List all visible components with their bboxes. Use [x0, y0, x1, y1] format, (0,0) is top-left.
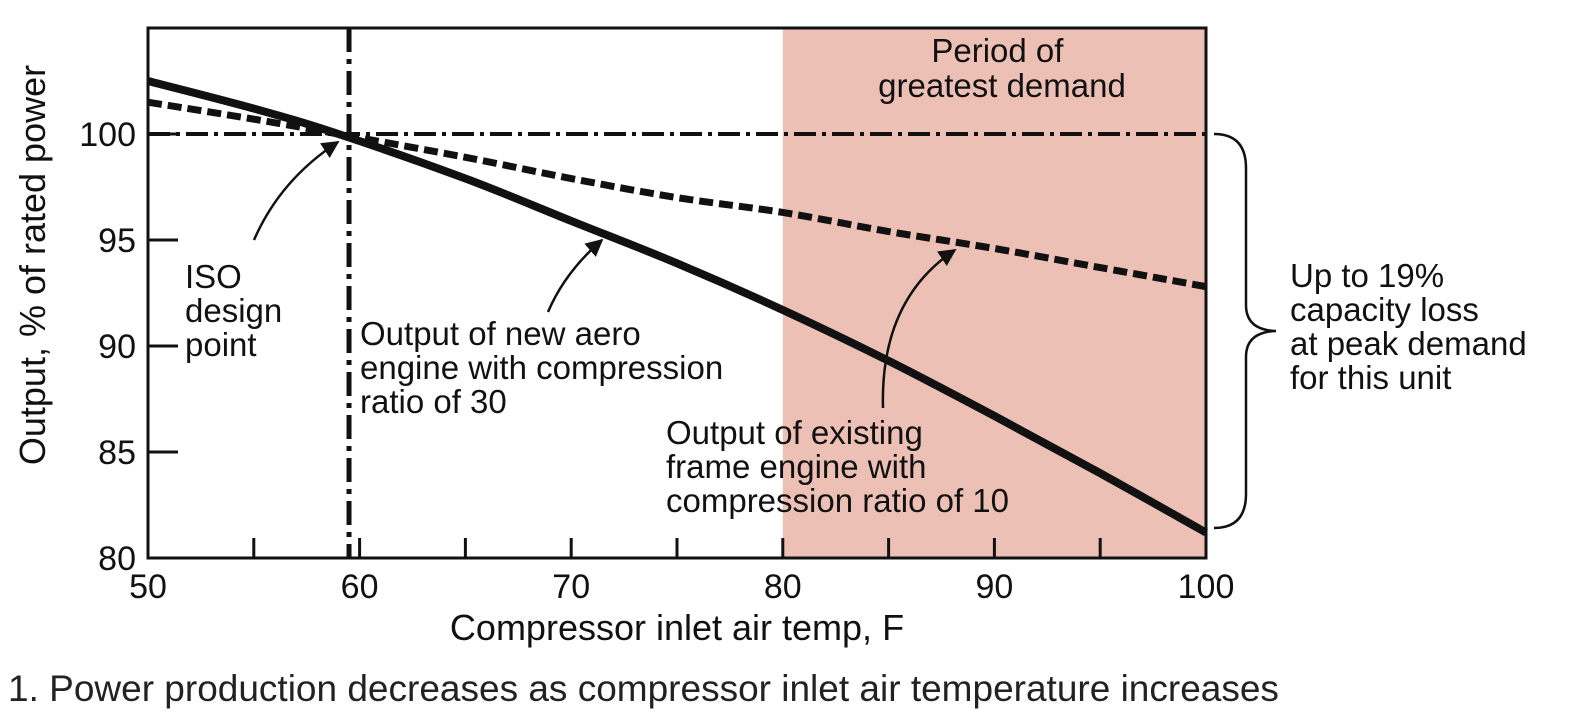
- series-line-aero-engine: [147, 98, 1207, 291]
- annotation-line: engine with compression: [360, 349, 723, 386]
- demand-period-band: [782, 28, 1206, 558]
- reference-lines: [148, 28, 1206, 558]
- capacity-loss-label: Up to 19% capacity loss at peak demand f…: [1290, 257, 1536, 396]
- x-axis: 50 60 70 80 90 100: [129, 538, 1234, 606]
- annotation-line: ISO: [185, 258, 242, 295]
- y-tick-label: 85: [98, 434, 136, 472]
- x-tick-label: 50: [129, 568, 167, 606]
- x-tick-label: 90: [975, 568, 1013, 606]
- y-tick-label: 95: [98, 222, 136, 260]
- annotation-line: at peak demand: [1290, 325, 1527, 362]
- x-tick-label: 60: [341, 568, 379, 606]
- iso-design-point-arrow: [252, 140, 340, 241]
- annotation-line: Output of new aero: [360, 315, 641, 352]
- demand-period-label: Period of greatest demand: [878, 32, 1126, 104]
- chart: 50 60 70 80 90 100 80 85 90 95 100 Compressor inl…: [12, 26, 1536, 648]
- annotation-line: Up to 19%: [1290, 257, 1444, 294]
- figure-caption: 1. Power production decreases as compres…: [8, 668, 1279, 709]
- x-axis-label: Compressor inlet air temp, F: [450, 607, 904, 648]
- annotation-line: design: [185, 292, 282, 329]
- series-layer: [146, 77, 1208, 537]
- y-axis-label: Output, % of rated power: [12, 65, 53, 465]
- y-axis: 80 85 90 95 100: [79, 116, 178, 578]
- capacity-loss-brace: [1213, 132, 1277, 530]
- y-tick-label: 80: [98, 540, 136, 578]
- x-tick-label: 70: [552, 568, 590, 606]
- demand-period-label-line: greatest demand: [878, 67, 1126, 104]
- x-tick-label: 80: [764, 568, 802, 606]
- annotation-line: point: [185, 326, 257, 363]
- frame-engine-label: Output of existing frame engine with com…: [666, 414, 1009, 519]
- iso-design-point-label: ISO design point: [185, 258, 291, 363]
- annotation-line: for this unit: [1290, 359, 1451, 396]
- demand-period-label-line: Period of: [931, 32, 1064, 69]
- annotation-line: frame engine with: [666, 448, 926, 485]
- y-tick-label: 100: [79, 116, 136, 154]
- frame-engine-arrow: [881, 248, 957, 409]
- annotation-line: Output of existing: [666, 414, 923, 451]
- annotation-line: compression ratio of 10: [666, 482, 1009, 519]
- annotation-line: ratio of 30: [360, 383, 507, 420]
- aero-engine-label: Output of new aero engine with compressi…: [360, 315, 732, 420]
- x-tick-label: 100: [1178, 568, 1235, 606]
- annotation-line: capacity loss: [1290, 291, 1479, 328]
- y-tick-label: 90: [98, 328, 136, 366]
- aero-engine-arrow: [546, 238, 604, 313]
